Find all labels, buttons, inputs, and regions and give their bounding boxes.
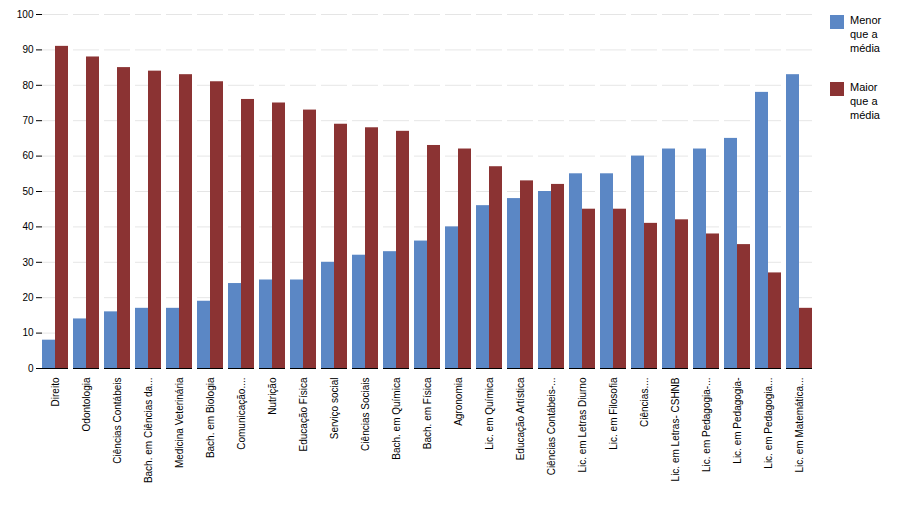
svg-text:Lic. em Pedagogia...: Lic. em Pedagogia...	[763, 378, 774, 469]
svg-text:100: 100	[17, 9, 34, 20]
svg-text:50: 50	[22, 186, 34, 197]
svg-text:Bach. em Química: Bach. em Química	[391, 377, 402, 460]
svg-text:Direito: Direito	[50, 377, 61, 406]
svg-text:20: 20	[22, 292, 34, 303]
svg-text:Nutrição: Nutrição	[267, 377, 278, 415]
svg-text:Educação Artística: Educação Artística	[515, 377, 526, 460]
svg-text:Medicina Veterinária: Medicina Veterinária	[174, 377, 185, 468]
html-text:Maior que a média: Maior que a média	[850, 81, 880, 121]
svg-text:Lic. em Pedagogia-...: Lic. em Pedagogia-...	[701, 378, 712, 473]
svg-text:Lic. em Letras Diurno: Lic. em Letras Diurno	[577, 377, 588, 472]
svg-text:Serviço social: Serviço social	[329, 378, 340, 440]
svg-text:Ciências Sociais: Ciências Sociais	[360, 378, 371, 451]
svg-text:Lic. em Filosofia: Lic. em Filosofia	[608, 377, 619, 450]
svg-text:70: 70	[22, 115, 34, 126]
svg-text:60: 60	[22, 150, 34, 161]
svg-text:90: 90	[22, 44, 34, 55]
svg-text:Lic. em Letras- CSHNB: Lic. em Letras- CSHNB	[670, 377, 681, 481]
svg-text:Lic. em Química: Lic. em Química	[484, 377, 495, 450]
svg-text:40: 40	[22, 221, 34, 232]
svg-text:80: 80	[22, 80, 34, 91]
svg-text:0: 0	[28, 363, 34, 374]
svg-text:10: 10	[22, 327, 34, 338]
svg-text:Lic. em Pedagogia-: Lic. em Pedagogia-	[732, 378, 743, 464]
svg-text:Comunicação....: Comunicação....	[236, 378, 247, 450]
svg-text:Educação Física: Educação Física	[298, 377, 309, 451]
html-text:Menor que a média: Menor que a média	[850, 14, 882, 54]
svg-text:Ciências....: Ciências....	[639, 378, 650, 427]
svg-text:Ciências Contábeis: Ciências Contábeis	[112, 378, 123, 464]
svg-text:30: 30	[22, 257, 34, 268]
svg-text:Bach. em Ciências da...: Bach. em Ciências da...	[143, 378, 154, 484]
svg-text:Bach. em Física: Bach. em Física	[422, 377, 433, 449]
svg-text:Ciências Contábeis-...: Ciências Contábeis-...	[546, 378, 557, 476]
svg-text:Agronomia: Agronomia	[453, 377, 464, 426]
svg-text:Odontologia: Odontologia	[81, 377, 92, 431]
svg-text:Lic. em Matemática...: Lic. em Matemática...	[794, 378, 805, 473]
svg-text:Bach. em Biologia: Bach. em Biologia	[205, 377, 216, 458]
